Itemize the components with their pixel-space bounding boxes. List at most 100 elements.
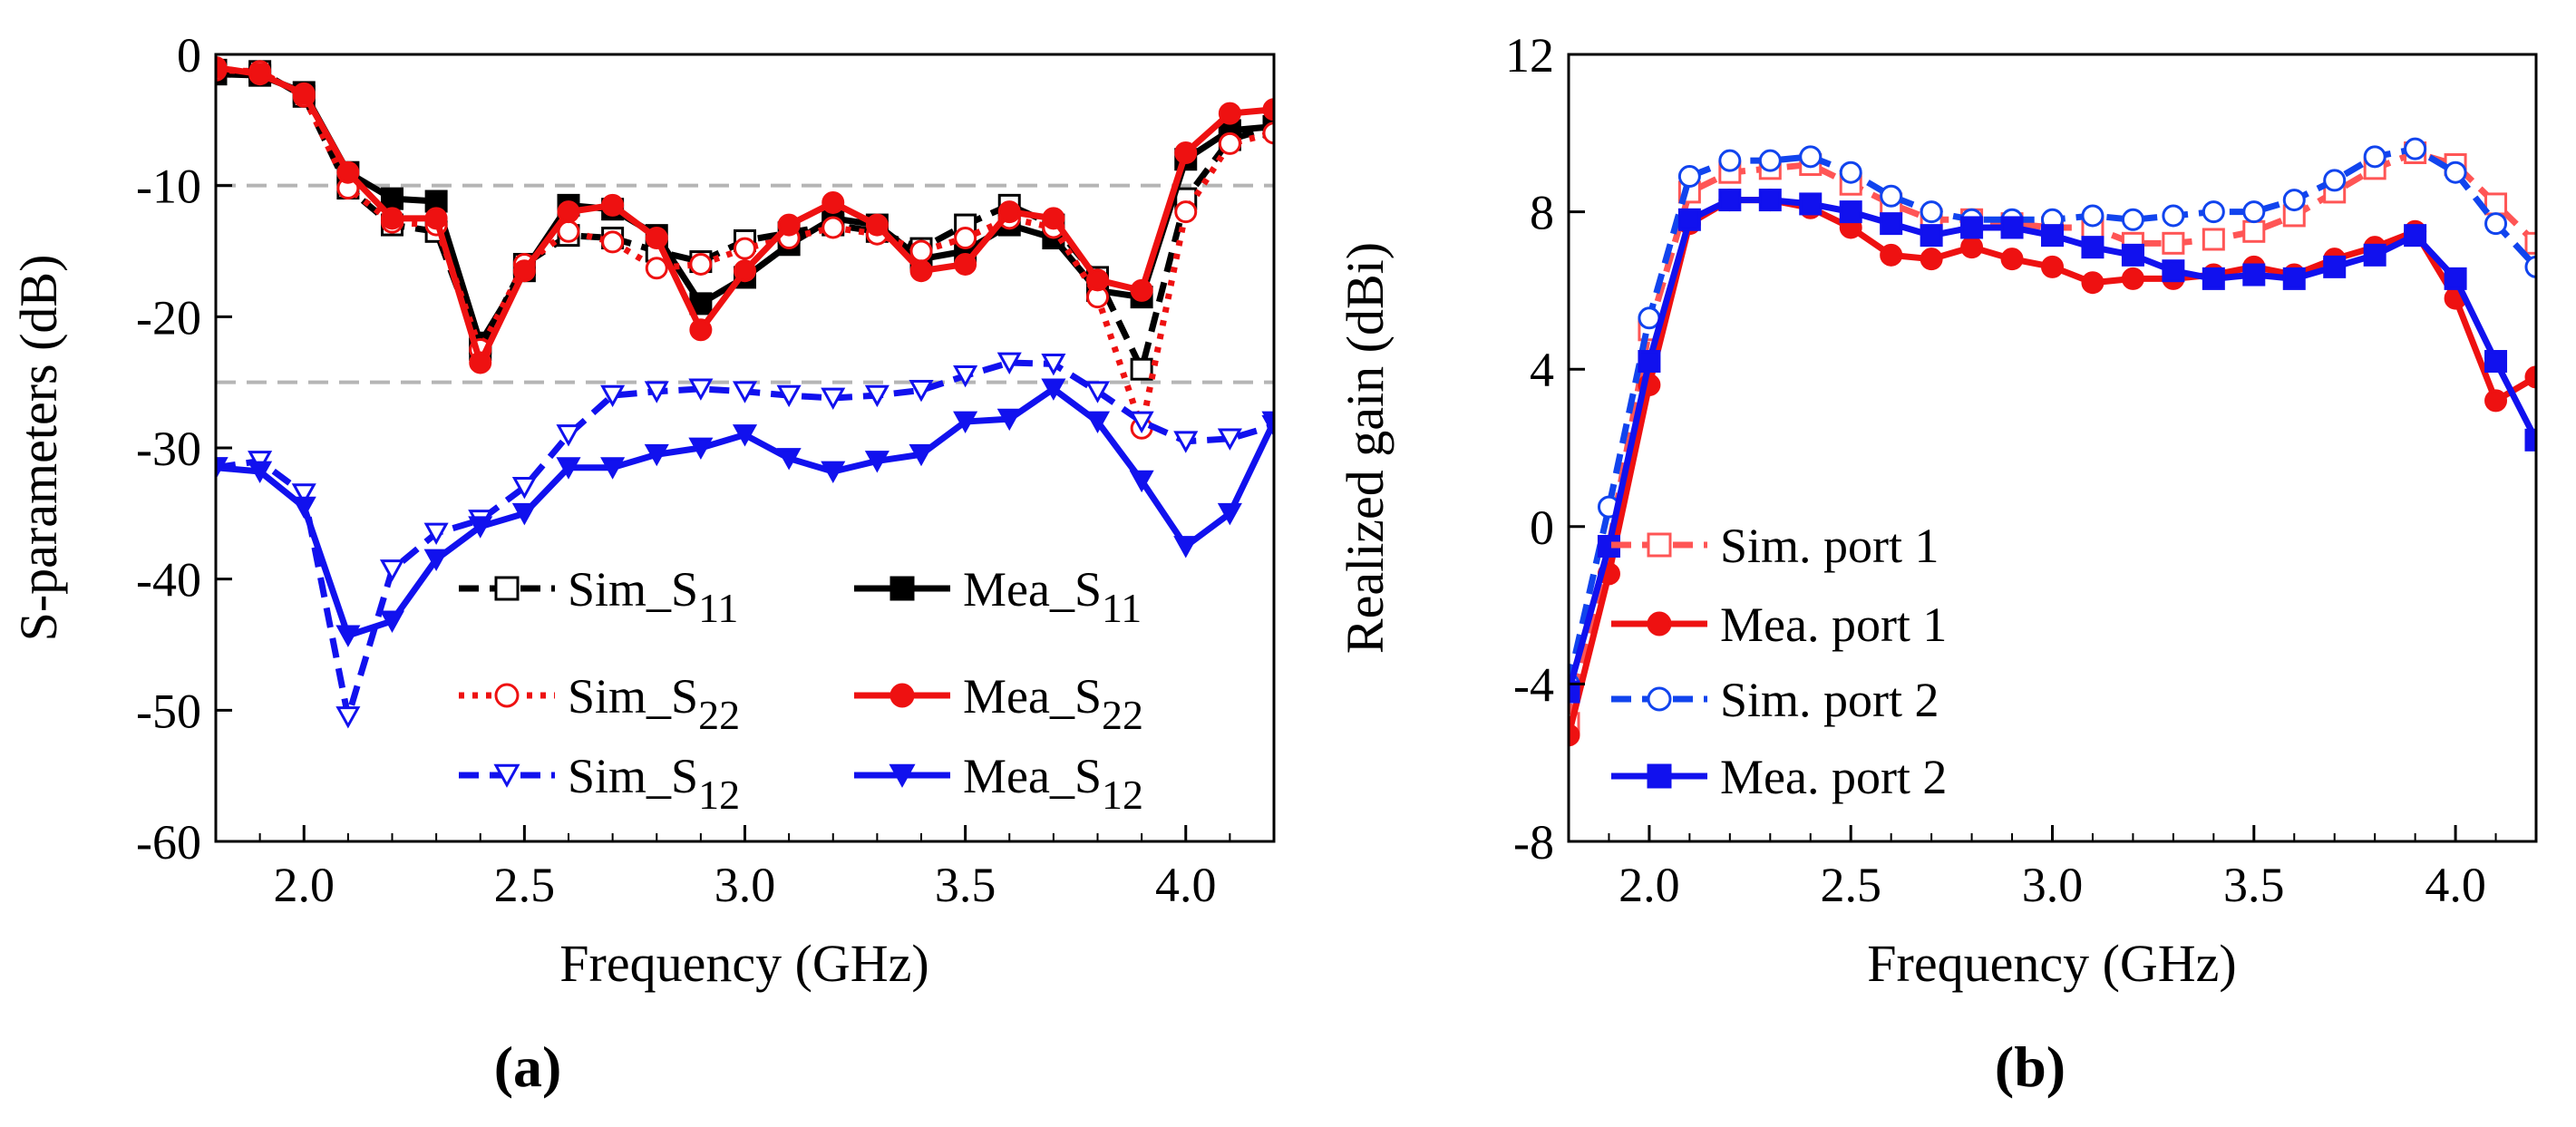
data-point xyxy=(1920,248,1943,271)
data-point xyxy=(644,381,669,403)
data-point xyxy=(909,443,934,467)
data-point xyxy=(381,187,403,210)
data-point xyxy=(1174,141,1198,164)
data-point xyxy=(2041,224,2064,248)
data-point xyxy=(953,365,978,388)
x-tick-label: 4.0 xyxy=(2425,858,2486,912)
axis-ticks: 2.0 2.5 3.0 3.5 4.0 0 -10 -20 -30 -40 -50 -60 xyxy=(136,28,1275,912)
legend-item: Sim. port 2 xyxy=(1611,673,1939,727)
legend-label: Mea_S22 xyxy=(963,669,1143,738)
y-axis-label: S-parameters (dB) xyxy=(9,255,68,642)
legend-label: Sim_S12 xyxy=(568,749,740,818)
data-point xyxy=(600,457,626,480)
legend-label: Sim_S11 xyxy=(568,562,738,631)
y-tick-label: 12 xyxy=(1505,28,1554,83)
plot-frame xyxy=(1567,53,2538,843)
data-point xyxy=(469,351,492,374)
data-point xyxy=(292,82,316,105)
y-tick-label: 4 xyxy=(1530,343,1554,397)
series-group xyxy=(216,55,1274,729)
data-point xyxy=(1173,431,1199,453)
data-point xyxy=(2000,216,2024,239)
series-group xyxy=(1569,137,2536,747)
data-point xyxy=(493,763,520,788)
data-point xyxy=(2081,271,2105,295)
data-point xyxy=(1638,350,1661,374)
data-point xyxy=(2404,137,2427,160)
data-point xyxy=(216,55,228,79)
y-tick-label: -20 xyxy=(136,290,201,345)
data-point xyxy=(2162,231,2185,255)
series-sim-port-2 xyxy=(1569,137,2536,695)
data-point xyxy=(2444,160,2467,184)
data-point xyxy=(2363,243,2386,267)
data-point xyxy=(776,384,802,408)
data-point xyxy=(1799,192,1823,216)
data-point xyxy=(734,237,756,260)
legend-label: Mea_S12 xyxy=(963,749,1143,818)
data-point xyxy=(776,448,802,471)
data-point xyxy=(909,379,934,403)
data-point xyxy=(909,239,933,263)
data-point xyxy=(2363,145,2386,169)
x-tick-label: 4.0 xyxy=(1155,858,1217,912)
data-point xyxy=(2081,236,2105,259)
data-point xyxy=(2202,228,2225,251)
x-tick-label: 3.0 xyxy=(2022,858,2084,912)
data-point xyxy=(732,381,758,403)
data-point xyxy=(864,451,889,473)
data-point xyxy=(1262,98,1274,121)
data-point xyxy=(1262,121,1274,145)
data-point xyxy=(1173,536,1199,559)
data-point xyxy=(2444,267,2467,290)
data-point xyxy=(996,352,1022,374)
x-tick-label: 2.0 xyxy=(1619,858,1680,912)
data-point xyxy=(1758,189,1782,212)
data-point xyxy=(689,318,713,342)
legend: Sim_S11 Mea_S11 Sim_S22 Mea_S22 Sim_S12 Mea_S… xyxy=(459,562,1143,818)
x-tick-label: 2.0 xyxy=(274,858,335,912)
data-point xyxy=(1799,145,1823,169)
data-point xyxy=(2484,212,2508,236)
legend-item: Mea_S12 xyxy=(854,749,1143,818)
data-point xyxy=(1129,411,1154,434)
data-point xyxy=(777,213,801,237)
data-point xyxy=(381,207,403,230)
data-point xyxy=(494,576,520,601)
legend: Sim. port 1 Mea. port 1 Sim. port 2 Mea. po… xyxy=(1611,519,1947,804)
data-point xyxy=(468,516,493,539)
axis-ticks: 2.0 2.5 3.0 3.5 4.0 12 8 4 0 -4 -8 xyxy=(1505,28,2537,912)
data-point xyxy=(2121,267,2144,290)
x-axis-label: Frequency (GHz) xyxy=(1867,934,2236,993)
x-axis-label: Frequency (GHz) xyxy=(559,934,928,993)
data-point xyxy=(2524,231,2536,255)
y-tick-label: -10 xyxy=(136,160,201,214)
legend-item: Sim_S12 xyxy=(459,749,740,818)
data-point xyxy=(1084,381,1111,403)
series-line xyxy=(216,66,1274,373)
data-point xyxy=(909,259,933,283)
data-point xyxy=(556,457,581,480)
data-point xyxy=(379,559,405,582)
data-point xyxy=(645,227,668,250)
data-point xyxy=(953,411,978,434)
y-tick-label: 0 xyxy=(1530,500,1554,555)
data-point xyxy=(1174,200,1198,224)
data-point xyxy=(688,378,714,401)
y-tick-label: -8 xyxy=(1513,815,1554,870)
legend-label: Mea. port 1 xyxy=(1720,598,1947,652)
data-point xyxy=(821,190,845,214)
y-tick-label: -60 xyxy=(136,815,201,870)
data-point xyxy=(821,387,846,411)
data-point xyxy=(248,63,272,86)
data-point xyxy=(557,200,580,224)
data-point xyxy=(1130,357,1153,381)
x-tick-label: 3.5 xyxy=(2223,858,2285,912)
y-axis-label: Realized gain (dBi) xyxy=(1336,242,1395,654)
data-point xyxy=(1880,243,1903,267)
data-point xyxy=(2242,200,2266,224)
data-point xyxy=(1647,611,1672,636)
y-tick-label: -50 xyxy=(136,684,201,738)
data-point xyxy=(1880,212,1903,236)
data-point xyxy=(1647,532,1672,558)
